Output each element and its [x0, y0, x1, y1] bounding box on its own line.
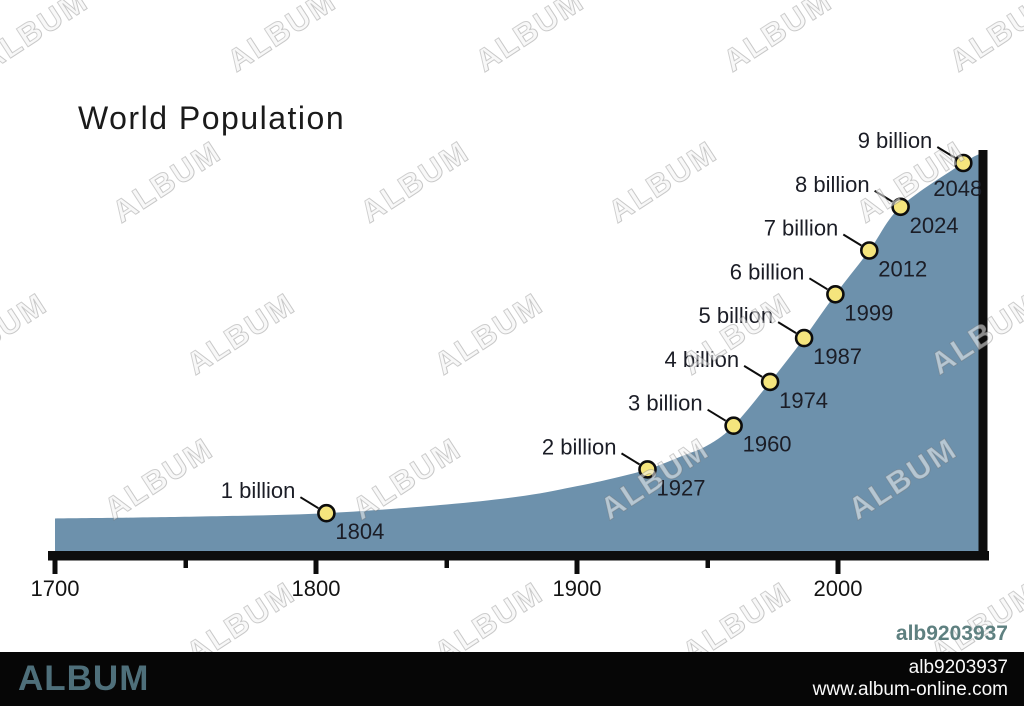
callout-leader-line	[777, 321, 797, 334]
milestone-value-label: 6 billion	[730, 259, 805, 284]
milestone-value-label: 1 billion	[221, 478, 296, 503]
footer-meta: alb9203937 www.album-online.com	[813, 657, 1008, 701]
callout-leader-line	[743, 365, 763, 378]
milestone-year-label: 2012	[878, 257, 927, 282]
milestone-year-label: 1927	[657, 475, 706, 500]
milestone-year-label: 1804	[335, 519, 384, 544]
milestone-dot	[891, 197, 910, 217]
milestone-dot	[953, 153, 973, 173]
x-tick-label: 1700	[31, 576, 80, 601]
callout-leader-line	[620, 452, 641, 466]
milestone-value-label: 2 billion	[542, 434, 617, 459]
image-id-text: alb9203937	[895, 622, 1008, 645]
x-tick-label: 2000	[814, 576, 863, 601]
x-tick-major	[574, 560, 580, 574]
milestone-year-label: 1974	[779, 388, 828, 413]
milestone-value-label: 7 billion	[764, 216, 839, 241]
x-tick-major	[52, 560, 58, 574]
milestone-year-label: 2048	[933, 176, 982, 201]
callout-leader-line	[808, 277, 828, 291]
milestone-dot	[760, 372, 780, 392]
x-tick-label: 1900	[553, 576, 602, 601]
callout-leader-line	[842, 233, 862, 247]
x-tick-label: 1800	[292, 576, 341, 601]
x-tick-minor	[183, 560, 188, 568]
footer-bar: ALBUM alb9203937 www.album-online.com	[0, 652, 1024, 706]
world-population-chart: 1700 1800 1900 2000 1 billion 1804 2 billion 19…	[31, 128, 989, 601]
milestone-dot	[794, 328, 814, 348]
footer-url: www.album-online.com	[812, 679, 1008, 700]
milestone-dot	[638, 460, 657, 479]
x-axis-line	[48, 551, 989, 561]
x-tick-major	[313, 560, 319, 574]
milestone-year-label: 1987	[813, 344, 862, 369]
milestone-dot	[317, 503, 336, 523]
milestone-value-label: 4 billion	[664, 347, 739, 372]
milestone-year-label: 1999	[844, 300, 893, 325]
callout-leader-line	[936, 146, 956, 159]
milestone-year-label: 2024	[910, 213, 959, 238]
milestone-value-label: 5 billion	[698, 303, 773, 328]
right-frame-bar	[978, 150, 988, 560]
album-logo: ALBUM	[18, 659, 150, 698]
milestone-value-label: 8 billion	[795, 172, 870, 197]
chart-title: World Population	[78, 100, 346, 136]
x-tick-major	[835, 560, 841, 574]
milestone-dot	[859, 241, 879, 260]
milestone-dot	[826, 284, 845, 304]
callout-leader-line	[299, 496, 319, 510]
callout-leader-line	[874, 189, 894, 203]
milestone-dot	[724, 416, 743, 436]
footer-image-id: alb9203937	[908, 657, 1008, 678]
callout-leader-line	[707, 408, 727, 422]
milestone-year-label: 1960	[743, 432, 792, 457]
milestone-value-label: 3 billion	[628, 391, 703, 416]
x-tick-minor	[444, 560, 449, 568]
population-area	[55, 152, 985, 557]
x-tick-minor	[705, 560, 710, 568]
milestone-value-label: 9 billion	[858, 128, 933, 153]
